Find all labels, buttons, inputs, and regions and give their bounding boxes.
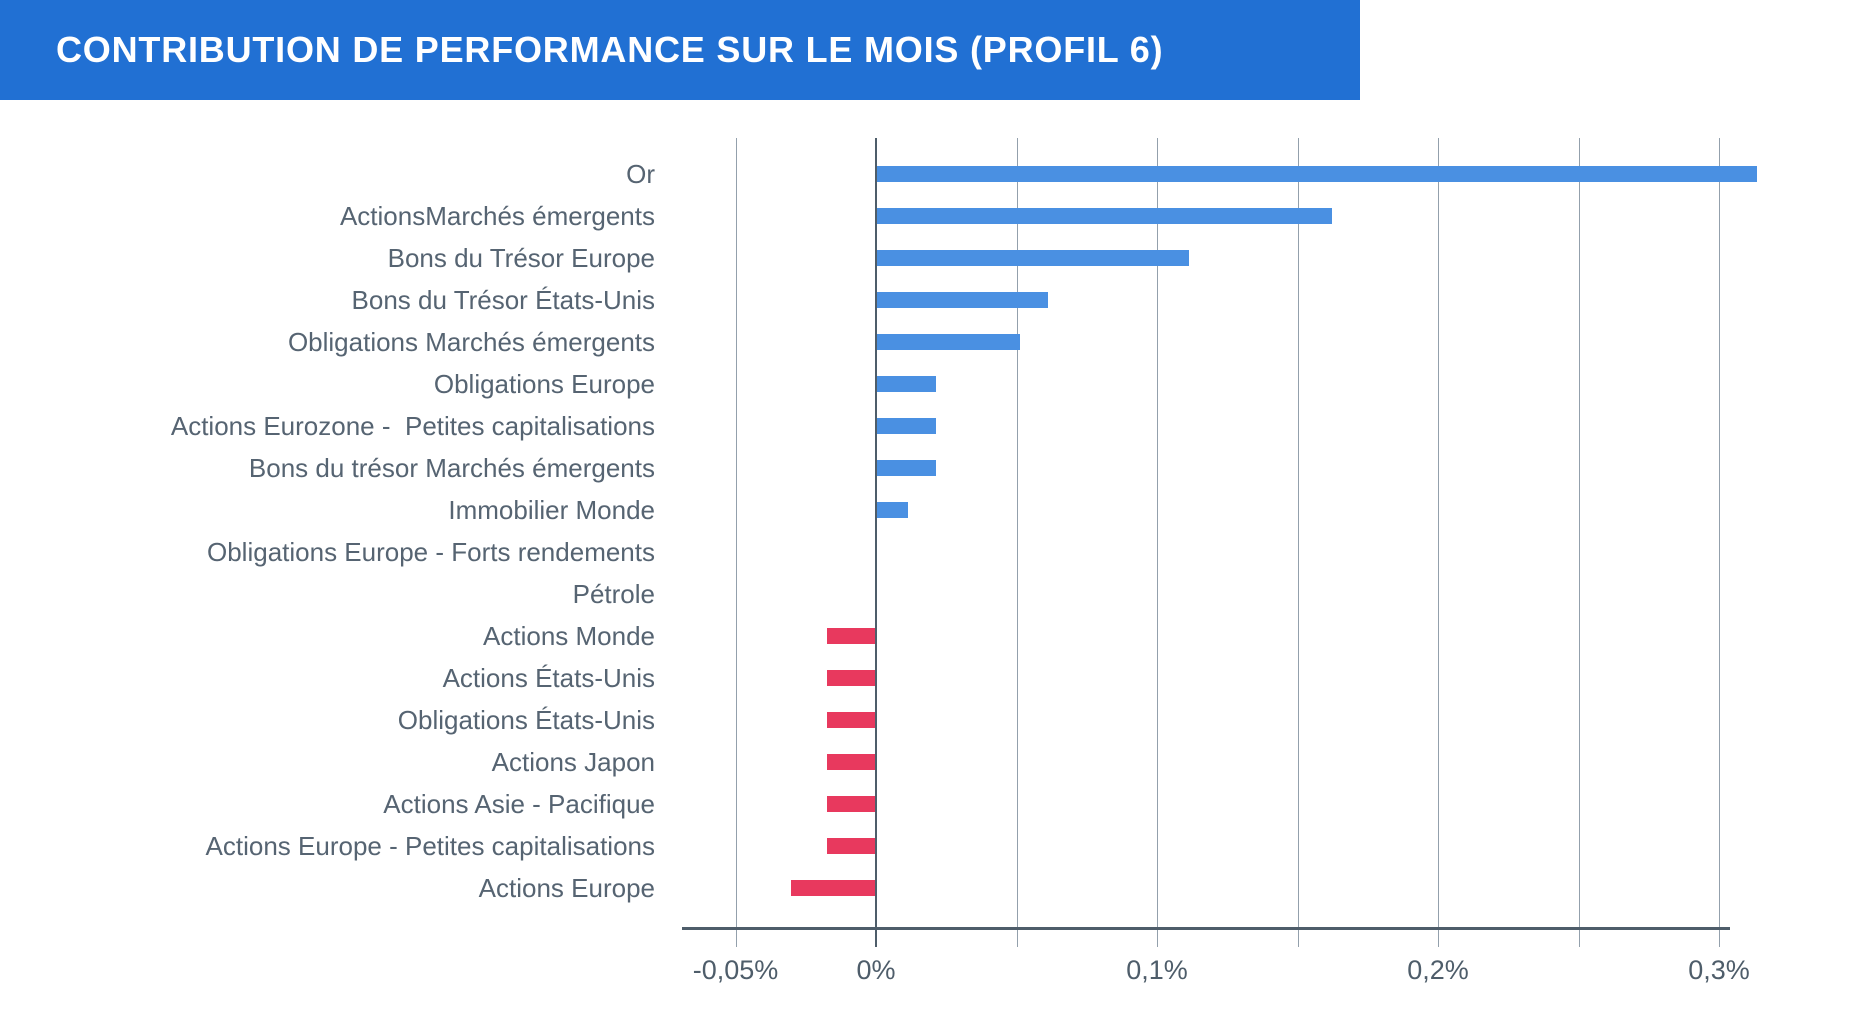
gridline	[1719, 138, 1720, 947]
category-label: Bons du trésor Marchés émergents	[248, 453, 655, 483]
positive-bar	[877, 460, 936, 476]
category-label: Actions Japon	[491, 747, 655, 777]
positive-bar	[877, 418, 936, 434]
category-label: Actions Asie - Pacifique	[383, 789, 655, 819]
negative-bar	[827, 712, 875, 728]
positive-bar	[877, 250, 1189, 266]
category-label: Actions Europe	[478, 873, 655, 903]
positive-bar	[877, 334, 1021, 350]
gridline	[1297, 138, 1299, 947]
category-label: Bons du Trésor États-Unis	[351, 285, 655, 315]
x-axis-tick-label: 0,2%	[1407, 955, 1469, 985]
x-axis-tick-label: 0%	[856, 955, 896, 985]
category-label: Pétrole	[572, 579, 655, 609]
category-label: Obligations Marchés émergents	[287, 327, 655, 357]
x-axis-tick-label: 0,3%	[1688, 955, 1750, 985]
category-label: Actions Monde	[483, 621, 655, 651]
category-label: Actions Europe - Petites capitalisations	[205, 831, 655, 861]
category-label: Actions Eurozone - Petites capitalisatio…	[170, 411, 655, 441]
x-axis-tick-label: -0,05%	[692, 955, 779, 985]
gridline	[1578, 138, 1580, 947]
x-axis-line	[682, 927, 1730, 930]
negative-bar	[827, 838, 875, 854]
gridline	[735, 138, 737, 947]
gridline	[1157, 138, 1158, 947]
negative-bar	[827, 628, 875, 644]
category-label: Obligations Europe	[433, 369, 655, 399]
positive-bar	[877, 166, 1757, 182]
negative-bar	[827, 754, 875, 770]
positive-bar	[877, 292, 1049, 308]
positive-bar	[877, 208, 1333, 224]
category-label: Or	[626, 159, 655, 189]
category-label: Actions États-Unis	[442, 663, 655, 693]
category-label: Obligations États-Unis	[397, 705, 655, 735]
gridline	[1016, 138, 1018, 947]
positive-bar	[877, 502, 908, 518]
category-label: Obligations Europe - Forts rendements	[207, 537, 655, 567]
negative-bar	[827, 670, 875, 686]
header-banner: CONTRIBUTION DE PERFORMANCE SUR LE MOIS …	[0, 0, 1360, 100]
negative-bar	[827, 796, 875, 812]
category-label: Immobilier Monde	[448, 495, 655, 525]
negative-bar	[790, 880, 875, 896]
gridline	[1438, 138, 1439, 947]
page-title: CONTRIBUTION DE PERFORMANCE SUR LE MOIS …	[56, 29, 1164, 70]
x-axis-tick-label: 0,1%	[1126, 955, 1188, 985]
positive-bar	[877, 376, 936, 392]
category-label: Bons du Trésor Europe	[387, 243, 655, 273]
category-label: ActionsMarchés émergents	[339, 201, 655, 231]
zero-axis-line	[875, 138, 877, 947]
